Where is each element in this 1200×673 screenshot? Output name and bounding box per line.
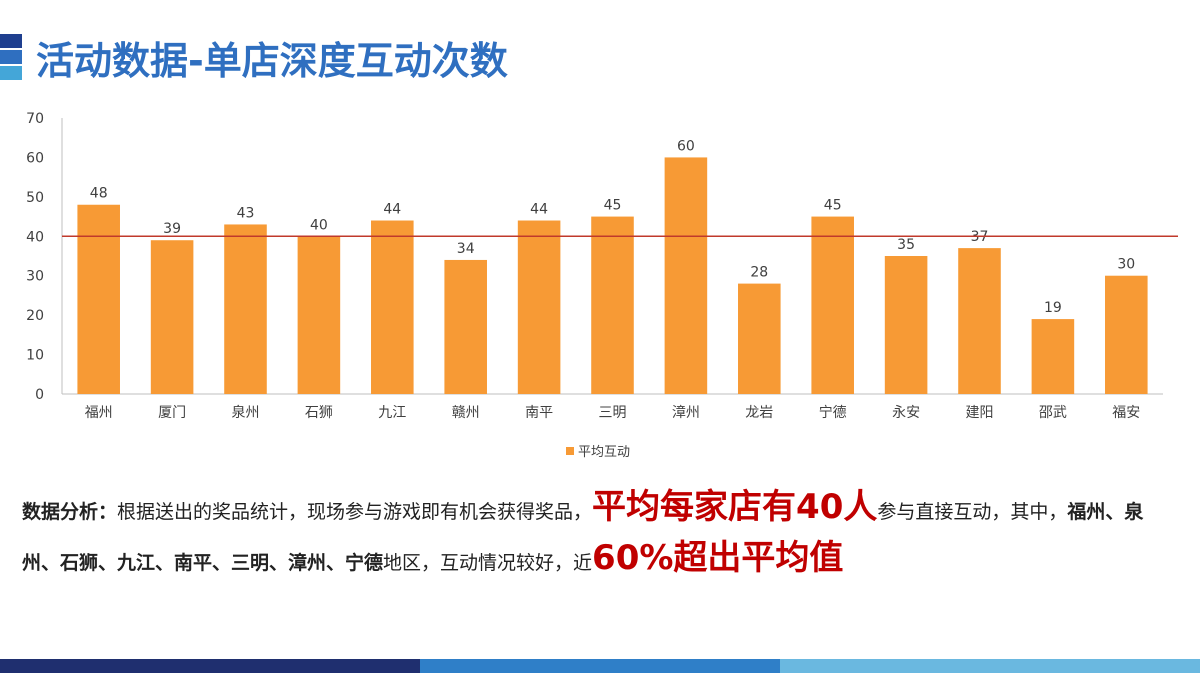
data-label: 37	[971, 229, 989, 245]
bar	[884, 256, 928, 394]
y-tick-label: 40	[26, 229, 44, 245]
analysis-paragraph: 数据分析：根据送出的奖品统计，现场参与游戏即有机会获得奖品，平均每家店有40人参…	[22, 484, 1162, 586]
x-tick-label: 九江	[378, 405, 406, 421]
analysis-regions: 福州、泉州、石狮、九江、南平、三明、漳州、宁德	[22, 501, 1144, 574]
data-label: 34	[457, 241, 475, 257]
footer-segment-dark	[0, 659, 420, 673]
x-tick-label: 邵武	[1039, 405, 1067, 421]
legend-swatch	[566, 447, 574, 455]
x-tick-label: 宁德	[819, 404, 847, 421]
bar	[297, 236, 341, 394]
bar	[664, 157, 708, 394]
x-tick-label: 建阳	[966, 405, 994, 421]
data-label: 45	[604, 198, 622, 214]
bar	[591, 216, 634, 394]
data-label: 43	[237, 205, 255, 221]
y-tick-label: 70	[26, 111, 44, 127]
footer-segment-light	[780, 659, 1200, 673]
data-label: 40	[310, 217, 328, 233]
x-tick-label: 永安	[892, 405, 920, 421]
x-tick-label: 南平	[525, 405, 553, 421]
bar	[1031, 319, 1075, 394]
data-label: 39	[163, 221, 181, 237]
x-tick-label: 漳州	[672, 404, 700, 421]
footer-segment-mid	[420, 659, 780, 673]
bar	[811, 216, 854, 394]
data-label: 28	[750, 265, 768, 281]
x-tick-label: 福安	[1112, 405, 1140, 421]
analysis-highlight-average: 平均每家店有40人	[592, 487, 878, 527]
y-tick-label: 0	[35, 387, 44, 403]
x-tick-label: 赣州	[452, 405, 480, 421]
legend-label: 平均互动	[578, 445, 630, 460]
analysis-text-1: 根据送出的奖品统计，现场参与游戏即有机会获得奖品，	[117, 501, 593, 523]
data-label: 19	[1044, 300, 1062, 316]
accent-bar-dark	[0, 34, 22, 48]
bar	[517, 220, 561, 394]
bar	[1105, 275, 1148, 394]
x-tick-label: 龙岩	[745, 405, 773, 421]
y-tick-label: 30	[26, 269, 44, 285]
bar	[738, 283, 781, 394]
data-label: 44	[383, 202, 401, 218]
x-tick-label: 厦门	[158, 405, 186, 421]
page-title: 活动数据-单店深度互动次数	[36, 39, 508, 83]
accent-bar-light	[0, 66, 22, 80]
x-tick-label: 三明	[599, 405, 627, 421]
data-label: 35	[897, 237, 915, 253]
y-tick-label: 10	[26, 348, 44, 364]
data-label: 60	[677, 138, 695, 154]
bar-chart: 0 10 20 30 40 50 60 70 48 福州 39 厦门 43 泉州 40 石狮 44 九江 34 赣州 4…	[26, 111, 1178, 460]
data-label: 48	[90, 186, 108, 202]
data-label: 30	[1117, 257, 1135, 273]
bar	[77, 204, 120, 394]
analysis-lead: 数据分析：	[22, 501, 118, 523]
y-tick-label: 20	[26, 308, 44, 324]
bar	[444, 259, 487, 394]
y-tick-label: 60	[26, 150, 44, 166]
title-accent-bars	[0, 34, 24, 80]
footer-bar	[0, 659, 1200, 673]
data-label: 45	[824, 198, 842, 214]
x-tick-label: 石狮	[305, 405, 333, 421]
bar	[958, 248, 1001, 394]
analysis-text-3: 地区，互动情况较好，近	[383, 552, 593, 574]
x-tick-label: 福州	[85, 405, 113, 421]
y-tick-label: 50	[26, 190, 44, 206]
bar	[371, 220, 414, 394]
bar	[224, 224, 267, 394]
x-tick-label: 泉州	[232, 404, 260, 421]
bar	[150, 240, 194, 394]
accent-bar-mid	[0, 50, 22, 64]
analysis-text-2: 参与直接互动，其中，	[877, 501, 1068, 523]
data-label: 44	[530, 202, 548, 218]
analysis-highlight-percent: 60%超出平均值	[592, 538, 844, 578]
